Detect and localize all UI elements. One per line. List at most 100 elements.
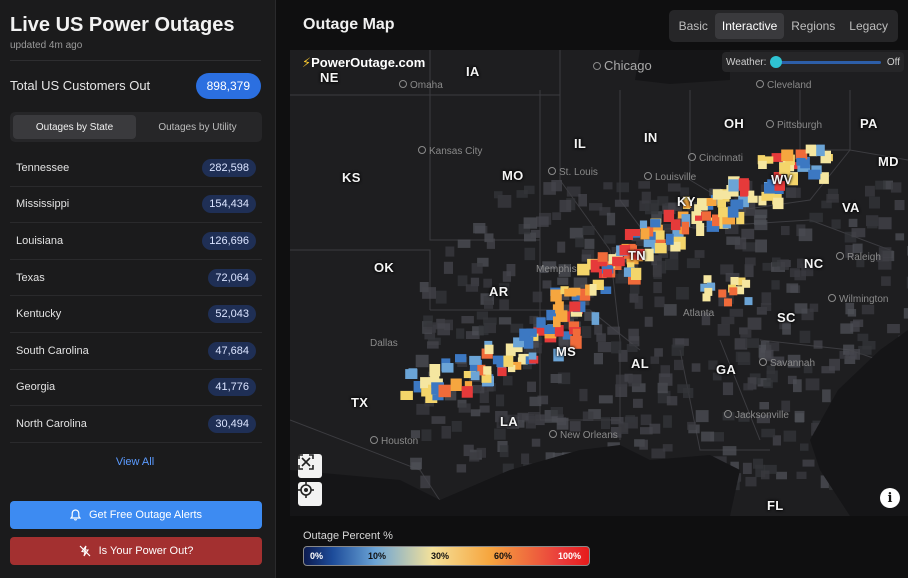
legend-tick: 10% bbox=[368, 551, 387, 561]
state-label: FL bbox=[767, 498, 784, 513]
weather-label: Weather: bbox=[726, 56, 767, 68]
is-power-out-button[interactable]: Is Your Power Out? bbox=[10, 537, 262, 565]
legend-title: Outage Percent % bbox=[303, 530, 393, 542]
tab-basic[interactable]: Basic bbox=[678, 19, 708, 33]
city-label: Cincinnati bbox=[688, 153, 743, 164]
state-label: IN bbox=[644, 130, 658, 145]
city-label: Kansas City bbox=[418, 146, 482, 157]
power-off-icon bbox=[79, 545, 91, 557]
brand-name: PowerOutage.com bbox=[311, 55, 426, 70]
state-label: KS bbox=[342, 170, 361, 185]
state-label: OH bbox=[724, 116, 745, 131]
get-outage-alerts-button[interactable]: Get Free Outage Alerts bbox=[10, 501, 262, 529]
divider bbox=[10, 60, 261, 61]
state-label: OK bbox=[374, 260, 395, 275]
outage-map[interactable]: ⚡PowerOutage.com Weather: Off Chicago Om… bbox=[290, 50, 908, 516]
state-label: IL bbox=[574, 136, 587, 151]
outage-percent-legend: 0% 10% 30% 60% 100% bbox=[303, 546, 590, 566]
map-mode-tabs: Basic Interactive Regions Legacy bbox=[668, 10, 898, 42]
bell-icon bbox=[69, 509, 81, 521]
state-row-north-carolina[interactable]: North Carolina 30,494 bbox=[10, 406, 262, 443]
state-name: North Carolina bbox=[16, 417, 87, 430]
tab-interactive[interactable]: Interactive bbox=[714, 13, 785, 39]
map-title: Outage Map bbox=[303, 16, 395, 33]
state-row-louisiana[interactable]: Louisiana 126,696 bbox=[10, 223, 262, 260]
state-count-badge: 52,043 bbox=[208, 305, 256, 324]
state-label: WV bbox=[771, 172, 793, 187]
city-label: Cleveland bbox=[756, 80, 811, 91]
city-label: Memphis bbox=[536, 264, 577, 275]
state-label: SC bbox=[777, 310, 796, 325]
state-row-tennessee[interactable]: Tennessee 282,598 bbox=[10, 150, 262, 187]
state-count-badge: 41,776 bbox=[208, 378, 256, 397]
city-label: Louisville bbox=[644, 172, 696, 183]
state-row-georgia[interactable]: Georgia 41,776 bbox=[10, 370, 262, 407]
legend-tick: 100% bbox=[558, 551, 582, 561]
fullscreen-button[interactable] bbox=[298, 454, 322, 478]
city-label: Dallas bbox=[370, 338, 398, 349]
total-customers-badge: 898,379 bbox=[195, 73, 261, 99]
state-list: Tennessee 282,598 Mississippi 154,434 Lo… bbox=[10, 150, 262, 443]
tab-regions[interactable]: Regions bbox=[791, 19, 836, 33]
state-count-badge: 30,494 bbox=[208, 414, 256, 433]
weather-toggle[interactable]: Weather: Off bbox=[722, 52, 904, 72]
state-label: KY bbox=[677, 194, 696, 209]
state-label: NC bbox=[804, 256, 824, 271]
tab-legacy[interactable]: Legacy bbox=[849, 19, 888, 33]
state-label: IA bbox=[466, 64, 480, 79]
state-count-badge: 126,696 bbox=[202, 231, 256, 250]
power-button-label: Is Your Power Out? bbox=[98, 545, 194, 557]
state-name: Kentucky bbox=[16, 308, 62, 321]
alerts-button-label: Get Free Outage Alerts bbox=[88, 509, 203, 521]
city-label: Houston bbox=[370, 436, 418, 447]
updated-timestamp: updated 4m ago bbox=[10, 40, 83, 51]
state-name: Georgia bbox=[16, 381, 56, 394]
state-label: VA bbox=[842, 200, 860, 215]
state-label: NE bbox=[320, 70, 339, 85]
state-label: GA bbox=[716, 362, 737, 377]
city-label: Pittsburgh bbox=[766, 120, 822, 131]
weather-slider[interactable] bbox=[770, 55, 881, 68]
locate-me-button[interactable] bbox=[298, 482, 322, 506]
state-row-texas[interactable]: Texas 72,064 bbox=[10, 260, 262, 297]
state-label: MO bbox=[502, 168, 524, 183]
expand-icon bbox=[298, 454, 314, 470]
state-label: AR bbox=[489, 284, 509, 299]
state-label: MD bbox=[878, 154, 899, 169]
tab-outages-by-state[interactable]: Outages by State bbox=[13, 115, 136, 139]
total-customers-label: Total US Customers Out bbox=[10, 78, 151, 93]
tab-outages-by-utility[interactable]: Outages by Utility bbox=[158, 121, 237, 133]
bolt-icon: ⚡ bbox=[302, 55, 312, 70]
weather-state: Off bbox=[886, 56, 900, 68]
state-label: LA bbox=[500, 414, 518, 429]
state-label: MS bbox=[556, 344, 577, 359]
city-label: New Orleans bbox=[549, 430, 618, 441]
state-name: South Carolina bbox=[16, 344, 89, 357]
info-icon[interactable]: i bbox=[880, 488, 900, 508]
state-label: TN bbox=[628, 248, 646, 263]
city-label: Savannah bbox=[759, 358, 815, 369]
view-all-link[interactable]: View All bbox=[115, 456, 155, 468]
state-label: TX bbox=[351, 395, 369, 410]
state-row-kentucky[interactable]: Kentucky 52,043 bbox=[10, 296, 262, 333]
state-name: Mississippi bbox=[16, 198, 70, 211]
state-name: Louisiana bbox=[16, 234, 64, 247]
city-label: St. Louis bbox=[548, 167, 598, 178]
weather-slider-knob[interactable] bbox=[770, 55, 783, 68]
city-label: Atlanta bbox=[683, 308, 715, 319]
city-label: Jacksonville bbox=[724, 410, 789, 421]
state-row-south-carolina[interactable]: South Carolina 47,684 bbox=[10, 333, 262, 370]
legend-tick: 0% bbox=[310, 551, 324, 561]
state-row-mississippi[interactable]: Mississippi 154,434 bbox=[10, 187, 262, 224]
state-label: PA bbox=[860, 116, 878, 131]
state-count-badge: 154,434 bbox=[202, 195, 256, 214]
city-label: Raleigh bbox=[836, 252, 881, 263]
city-label: Chicago bbox=[593, 58, 652, 73]
legend-tick: 60% bbox=[494, 551, 513, 561]
locate-icon bbox=[298, 482, 314, 498]
state-label: AL bbox=[631, 356, 649, 371]
state-name: Texas bbox=[16, 271, 45, 284]
state-name: Tennessee bbox=[16, 161, 70, 174]
city-label: Omaha bbox=[399, 80, 443, 91]
outage-map-panel: Outage Map Basic Interactive Regions Leg… bbox=[290, 4, 908, 578]
